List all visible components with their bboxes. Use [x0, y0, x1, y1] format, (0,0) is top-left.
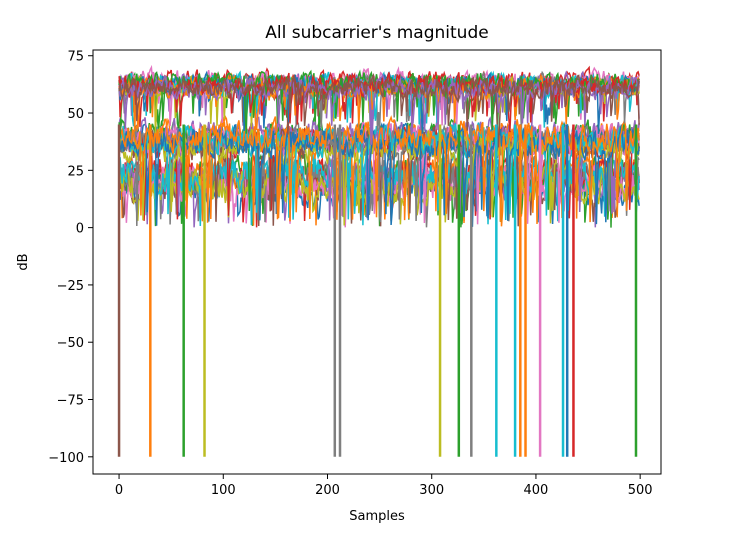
plot-frame: [92, 49, 662, 475]
x-axis-label: Samples: [349, 509, 405, 524]
y-tick-label: 0: [76, 222, 84, 237]
y-tick-label: 25: [67, 164, 84, 179]
y-tick-label: −100: [48, 451, 84, 466]
x-tick-label: 500: [628, 483, 653, 498]
subcarrier-series-line: [118, 72, 640, 127]
plot-lines: [117, 64, 640, 457]
y-axis: 75 50 25 0 −25 −50 −75 −100: [48, 50, 93, 466]
x-tick-label: 300: [419, 483, 444, 498]
x-axis: 0 100 200 300 400 500: [115, 474, 653, 498]
chart-title: All subcarrier's magnitude: [265, 23, 488, 43]
y-tick-label: 50: [67, 107, 84, 122]
y-tick-label: −50: [57, 336, 84, 351]
y-axis-label: dB: [16, 253, 31, 270]
x-tick-label: 200: [315, 483, 340, 498]
y-tick-label: 75: [67, 50, 84, 65]
x-tick-label: 100: [211, 483, 236, 498]
y-tick-label: −25: [57, 279, 84, 294]
subcarrier-series-line: [118, 114, 640, 225]
x-tick-label: 0: [115, 483, 123, 498]
x-tick-label: 400: [524, 483, 549, 498]
y-tick-label: −75: [57, 394, 84, 409]
